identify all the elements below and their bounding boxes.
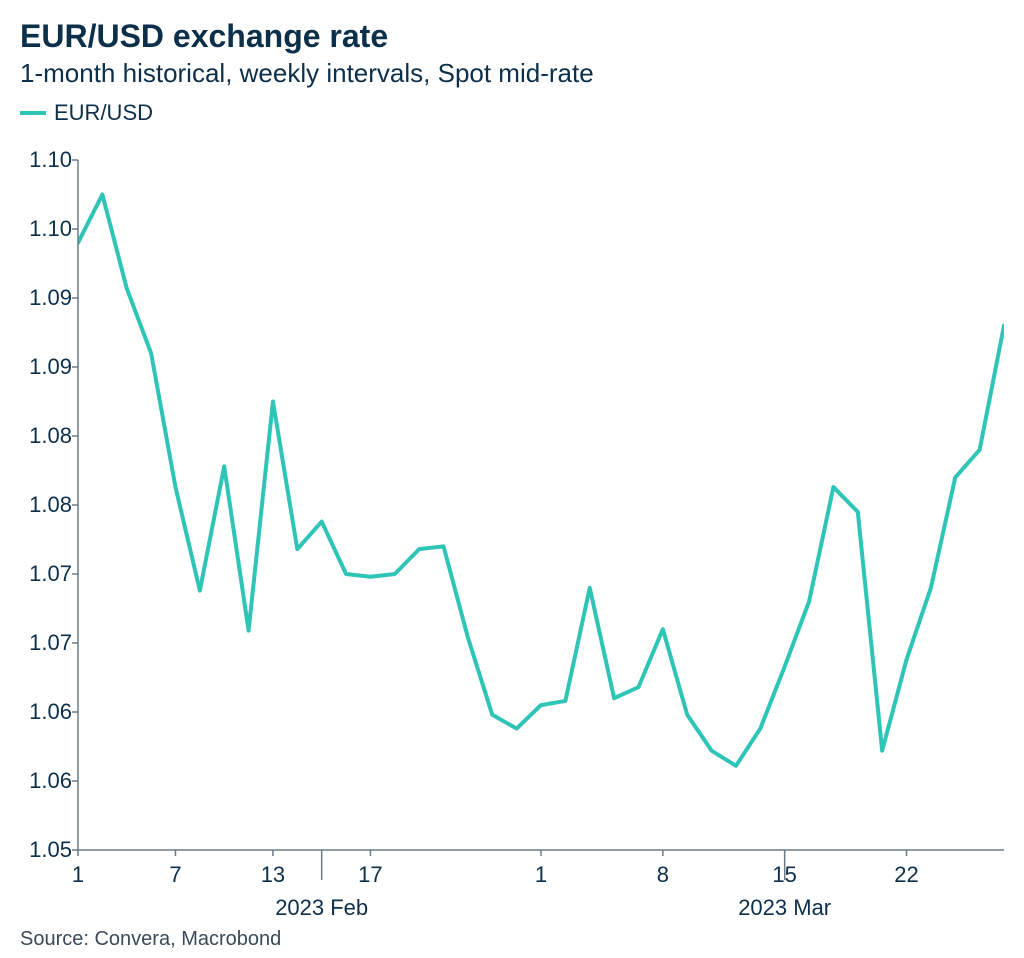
y-tick-label: 1.05 [12,837,72,863]
x-tick-label: 8 [657,862,669,888]
x-tick-label: 1 [535,862,547,888]
x-tick-label: 1 [72,862,84,888]
x-tick-label: 17 [358,862,382,888]
x-tick-label: 15 [772,862,796,888]
legend-label: EUR/USD [54,100,153,126]
chart-title: EUR/USD exchange rate [20,18,388,55]
x-month-label: 2023 Feb [275,895,368,921]
y-tick-label: 1.07 [12,630,72,656]
legend: EUR/USD [20,100,153,126]
x-tick-label: 7 [169,862,181,888]
plot-area [78,160,1004,850]
y-tick-label: 1.06 [12,768,72,794]
y-tick-label: 1.06 [12,699,72,725]
line-plot-svg [78,160,1004,850]
y-tick-label: 1.10 [12,147,72,173]
y-tick-label: 1.10 [12,216,72,242]
exchange-rate-chart: EUR/USD exchange rate 1-month historical… [0,0,1024,958]
y-tick-label: 1.08 [12,423,72,449]
x-month-label: 2023 Mar [738,895,831,921]
eurusd-line [78,195,1004,766]
x-tick-label: 13 [261,862,285,888]
legend-swatch [20,111,46,115]
x-tick-label: 22 [894,862,918,888]
y-tick-label: 1.09 [12,285,72,311]
y-tick-label: 1.09 [12,354,72,380]
source-label: Source: Convera, Macrobond [20,928,281,951]
y-tick-label: 1.08 [12,492,72,518]
y-tick-label: 1.07 [12,561,72,587]
chart-subtitle: 1-month historical, weekly intervals, Sp… [20,58,594,89]
